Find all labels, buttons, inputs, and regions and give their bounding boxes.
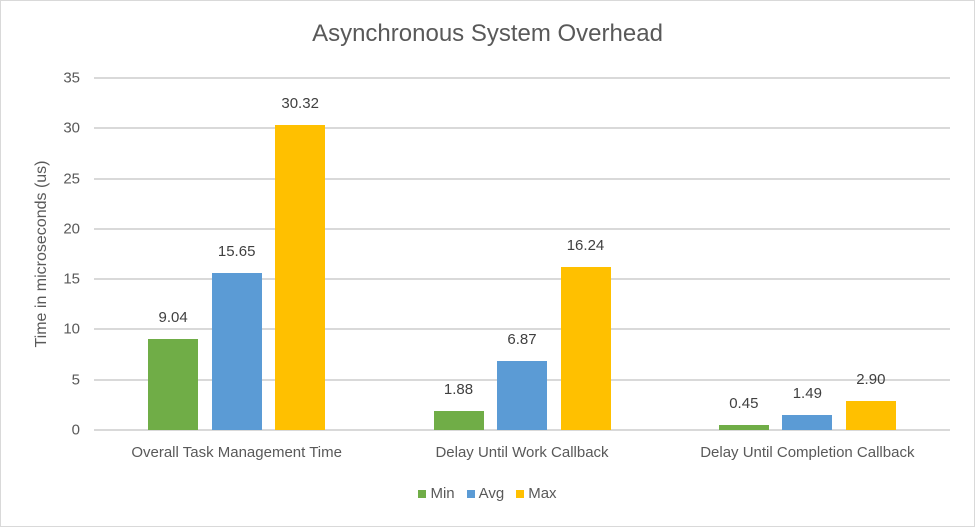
chart-title: Asynchronous System Overhead (312, 20, 663, 47)
y-tick-label: 0 (71, 421, 80, 439)
data-label: 30.32 (281, 95, 319, 113)
bar-max (275, 125, 326, 430)
bar-min (433, 411, 484, 430)
gridline (94, 177, 950, 180)
legend-swatch-min (418, 489, 427, 498)
legend-item-min: Min (418, 485, 455, 502)
bar-avg (497, 360, 547, 430)
gridline (94, 278, 950, 281)
data-label: 9.04 (158, 309, 188, 327)
gridline (94, 227, 950, 230)
gridline (94, 127, 950, 130)
data-label: 1.49 (792, 385, 822, 402)
x-category-label: Overall Task Management Time (131, 444, 342, 461)
legend-swatch-avg (466, 489, 475, 498)
gridline (94, 328, 950, 331)
data-label: 16.24 (566, 236, 605, 254)
legend-label-min: Min (430, 485, 455, 502)
y-tick-label: 10 (63, 320, 80, 338)
bar-min (148, 339, 199, 430)
legend-label-max: Max (528, 485, 557, 502)
legend-item-max: Max (516, 485, 557, 502)
y-tick-label: 25 (63, 170, 80, 188)
y-tick-label: 20 (63, 220, 80, 238)
bar-max (560, 266, 611, 430)
y-axis-label: Time in microseconds (us) (33, 160, 50, 348)
gridline (94, 77, 950, 79)
legend-swatch-max (516, 489, 525, 498)
bar-min (718, 425, 769, 430)
legend-label-avg: Avg (478, 485, 505, 502)
bar-avg (782, 415, 833, 430)
x-category-label: Delay Until Work Callback (435, 444, 609, 461)
y-tick-label: 5 (71, 371, 80, 389)
data-label: 1.88 (443, 381, 474, 399)
y-tick-label: 15 (63, 270, 80, 288)
bar-max (845, 400, 896, 430)
x-category-label: Delay Until Completion Callback (700, 444, 915, 461)
data-label: 2.90 (856, 370, 886, 388)
y-tick-label: 30 (63, 119, 80, 137)
y-tick-label: 35 (63, 69, 80, 87)
legend-item-avg: Avg (466, 485, 505, 502)
data-label: 15.65 (217, 242, 256, 260)
bar-avg (211, 272, 262, 430)
data-label: 0.45 (729, 395, 759, 413)
data-label: 6.87 (507, 330, 537, 348)
gridline (94, 429, 950, 431)
legend: Min Avg Max (0, 485, 975, 502)
